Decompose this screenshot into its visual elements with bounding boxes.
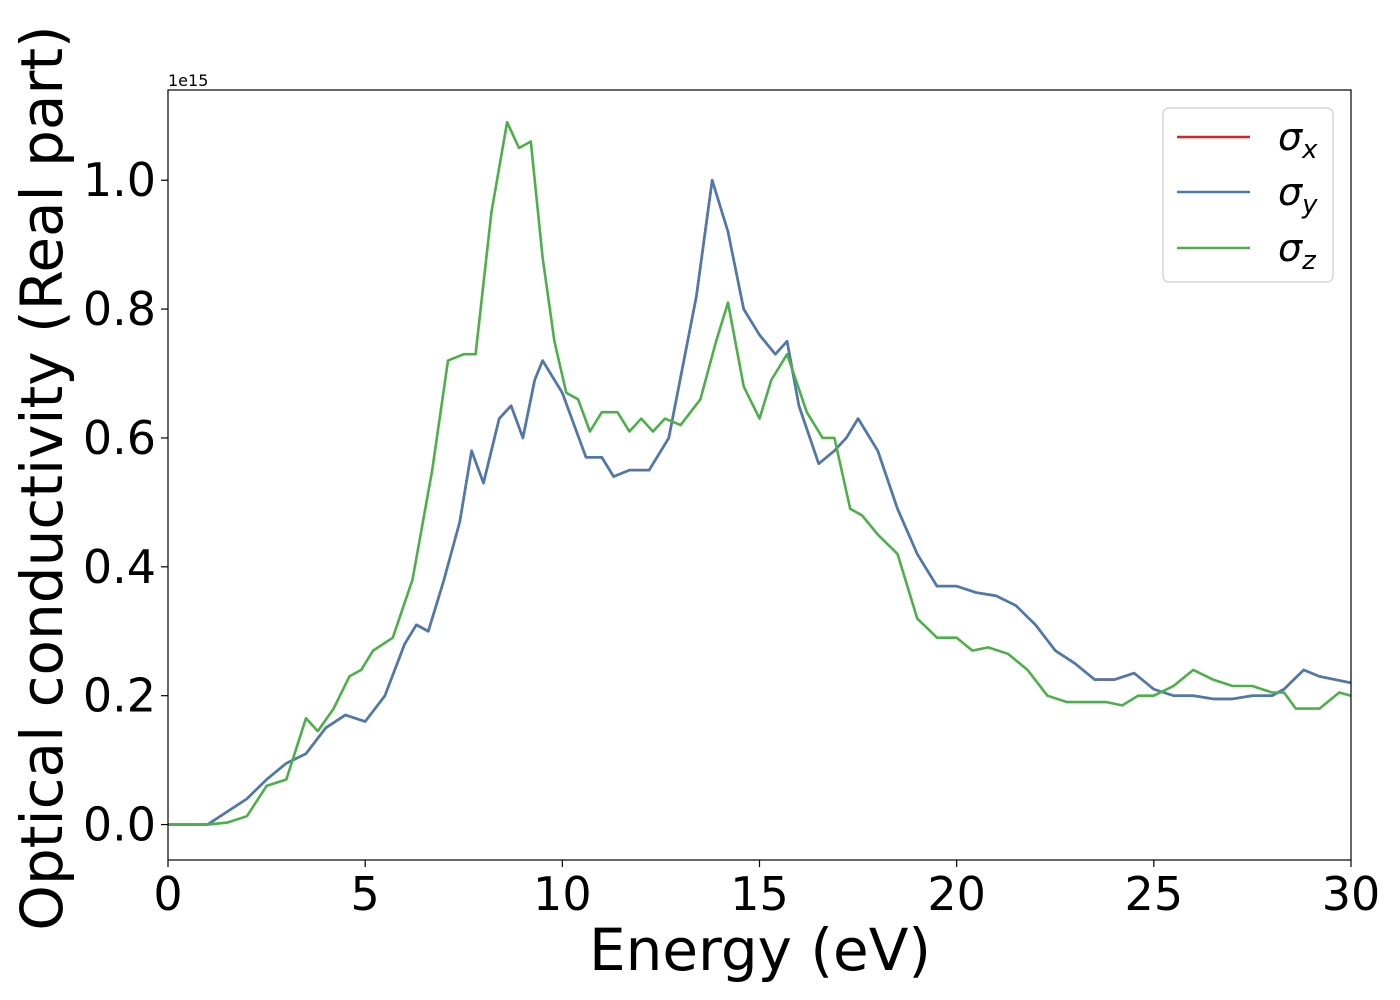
series-layer <box>168 120 1351 826</box>
legend-entry-sigma-y: σy <box>1278 170 1318 220</box>
legend: σx σy σz <box>1162 107 1334 283</box>
legend-entry-sigma-x: σx <box>1278 115 1318 165</box>
y-tick-label: 0.0 <box>83 798 156 852</box>
x-tick-label: 25 <box>1125 867 1184 921</box>
y-axis: 0.0 0.2 0.4 0.6 0.8 1.0 <box>83 153 168 852</box>
x-tick-label: 15 <box>730 867 789 921</box>
x-axis: 0 5 10 15 20 25 30 <box>153 860 1380 921</box>
series-line-sigma-z <box>168 120 1351 826</box>
y-axis-label: Optical conductivity (Real part) <box>8 25 76 930</box>
x-axis-label: Energy (eV) <box>589 916 931 984</box>
y-offset-label: 1e15 <box>168 71 208 90</box>
y-tick-label: 0.8 <box>83 282 156 336</box>
x-tick-label: 5 <box>351 867 380 921</box>
legend-entry-sigma-z: σz <box>1278 226 1317 276</box>
x-tick-label: 0 <box>153 867 182 921</box>
legend-box <box>1162 107 1334 283</box>
y-tick-label: 0.4 <box>83 540 156 594</box>
x-tick-label: 20 <box>927 867 986 921</box>
x-tick-label: 10 <box>533 867 592 921</box>
y-tick-label: 0.2 <box>83 669 156 723</box>
y-tick-label: 0.6 <box>83 411 156 465</box>
x-tick-label: 30 <box>1322 867 1381 921</box>
series-line-sigma-y <box>168 178 1351 826</box>
y-tick-label: 1.0 <box>83 153 156 207</box>
